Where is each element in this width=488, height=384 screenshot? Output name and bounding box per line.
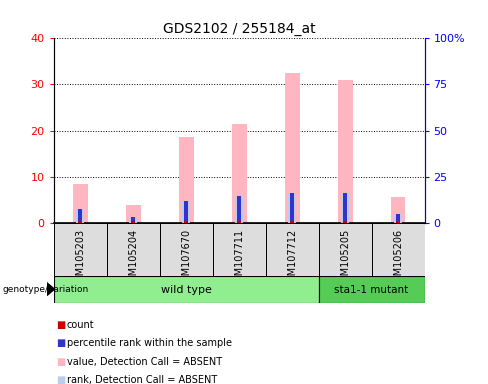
Bar bbox=[288, 193, 296, 223]
Text: GSM105203: GSM105203 bbox=[75, 229, 85, 288]
Text: rank, Detection Call = ABSENT: rank, Detection Call = ABSENT bbox=[67, 375, 217, 384]
Text: GSM105204: GSM105204 bbox=[128, 229, 138, 288]
Text: GSM105205: GSM105205 bbox=[340, 229, 350, 288]
Bar bbox=[232, 124, 246, 223]
Bar bbox=[54, 223, 107, 276]
Bar bbox=[237, 221, 241, 223]
Text: GSM105206: GSM105206 bbox=[393, 229, 403, 288]
Bar bbox=[290, 221, 294, 223]
Bar bbox=[73, 184, 87, 223]
Bar bbox=[129, 217, 137, 223]
Text: genotype/variation: genotype/variation bbox=[2, 285, 89, 295]
Bar bbox=[237, 196, 241, 223]
Bar bbox=[396, 214, 400, 223]
Bar bbox=[235, 196, 243, 223]
Bar bbox=[160, 223, 213, 276]
Bar bbox=[285, 73, 300, 223]
Bar bbox=[107, 223, 160, 276]
Bar bbox=[54, 276, 319, 303]
Bar bbox=[77, 209, 84, 223]
Text: count: count bbox=[67, 320, 95, 330]
Text: GSM107711: GSM107711 bbox=[234, 229, 244, 288]
Text: ■: ■ bbox=[56, 357, 65, 367]
Text: sta1-1 mutant: sta1-1 mutant bbox=[334, 285, 409, 295]
Bar bbox=[183, 200, 190, 223]
Bar bbox=[343, 221, 347, 223]
Bar bbox=[371, 223, 425, 276]
Bar bbox=[338, 80, 352, 223]
Bar bbox=[319, 276, 425, 303]
Bar bbox=[391, 197, 406, 223]
Bar bbox=[179, 137, 194, 223]
Bar bbox=[319, 223, 371, 276]
Bar bbox=[265, 223, 319, 276]
Title: GDS2102 / 255184_at: GDS2102 / 255184_at bbox=[163, 22, 315, 36]
Bar bbox=[394, 214, 402, 223]
Polygon shape bbox=[47, 282, 56, 296]
Bar bbox=[184, 221, 188, 223]
Text: ■: ■ bbox=[56, 375, 65, 384]
Text: wild type: wild type bbox=[161, 285, 212, 295]
Bar bbox=[342, 193, 349, 223]
Bar bbox=[290, 193, 294, 223]
Bar bbox=[78, 221, 82, 223]
Bar bbox=[343, 193, 347, 223]
Bar bbox=[78, 209, 82, 223]
Bar bbox=[126, 205, 141, 223]
Bar bbox=[213, 223, 265, 276]
Bar bbox=[131, 217, 135, 223]
Text: percentile rank within the sample: percentile rank within the sample bbox=[67, 338, 232, 348]
Text: ■: ■ bbox=[56, 320, 65, 330]
Text: GSM107712: GSM107712 bbox=[287, 229, 297, 288]
Bar bbox=[184, 200, 188, 223]
Text: value, Detection Call = ABSENT: value, Detection Call = ABSENT bbox=[67, 357, 222, 367]
Bar bbox=[396, 221, 400, 223]
Text: GSM107670: GSM107670 bbox=[181, 229, 191, 288]
Text: ■: ■ bbox=[56, 338, 65, 348]
Bar bbox=[131, 221, 135, 223]
